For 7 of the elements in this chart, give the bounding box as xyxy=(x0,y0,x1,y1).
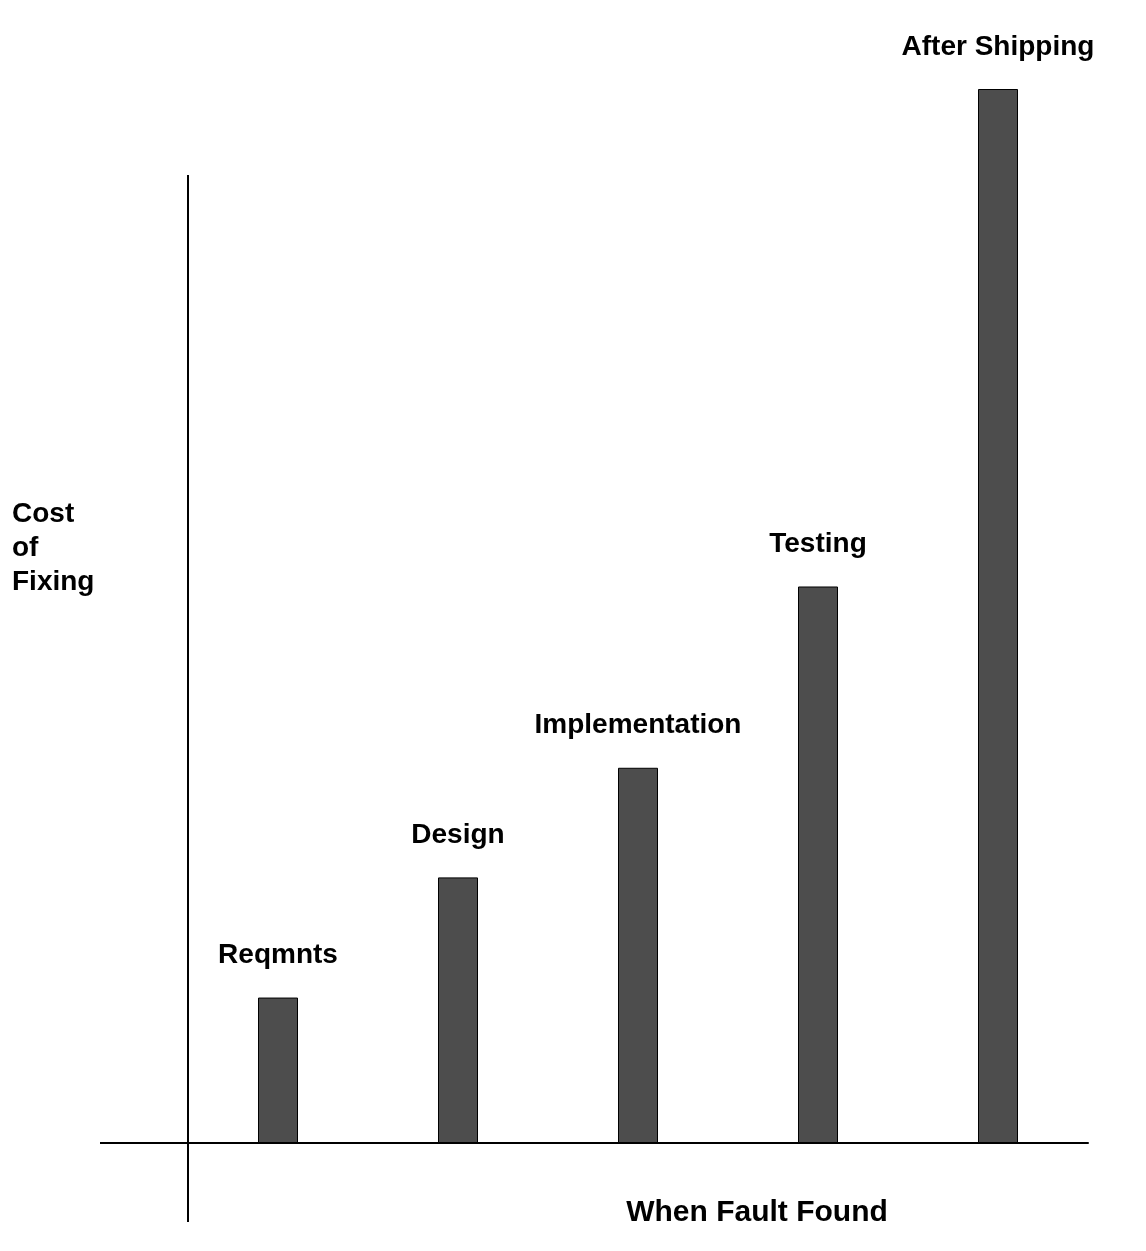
x-tick-label: Testing xyxy=(769,526,867,558)
x-axis-title: When Fault Found xyxy=(626,1193,888,1227)
x-tick-label: Reqmnts xyxy=(218,938,338,970)
x-tick-label: Design xyxy=(411,817,505,849)
x-tick-label: After Shipping xyxy=(901,29,1095,61)
x-tick-label: Implementation xyxy=(534,708,742,740)
y-axis-title: Cost of Fixing xyxy=(12,496,95,596)
